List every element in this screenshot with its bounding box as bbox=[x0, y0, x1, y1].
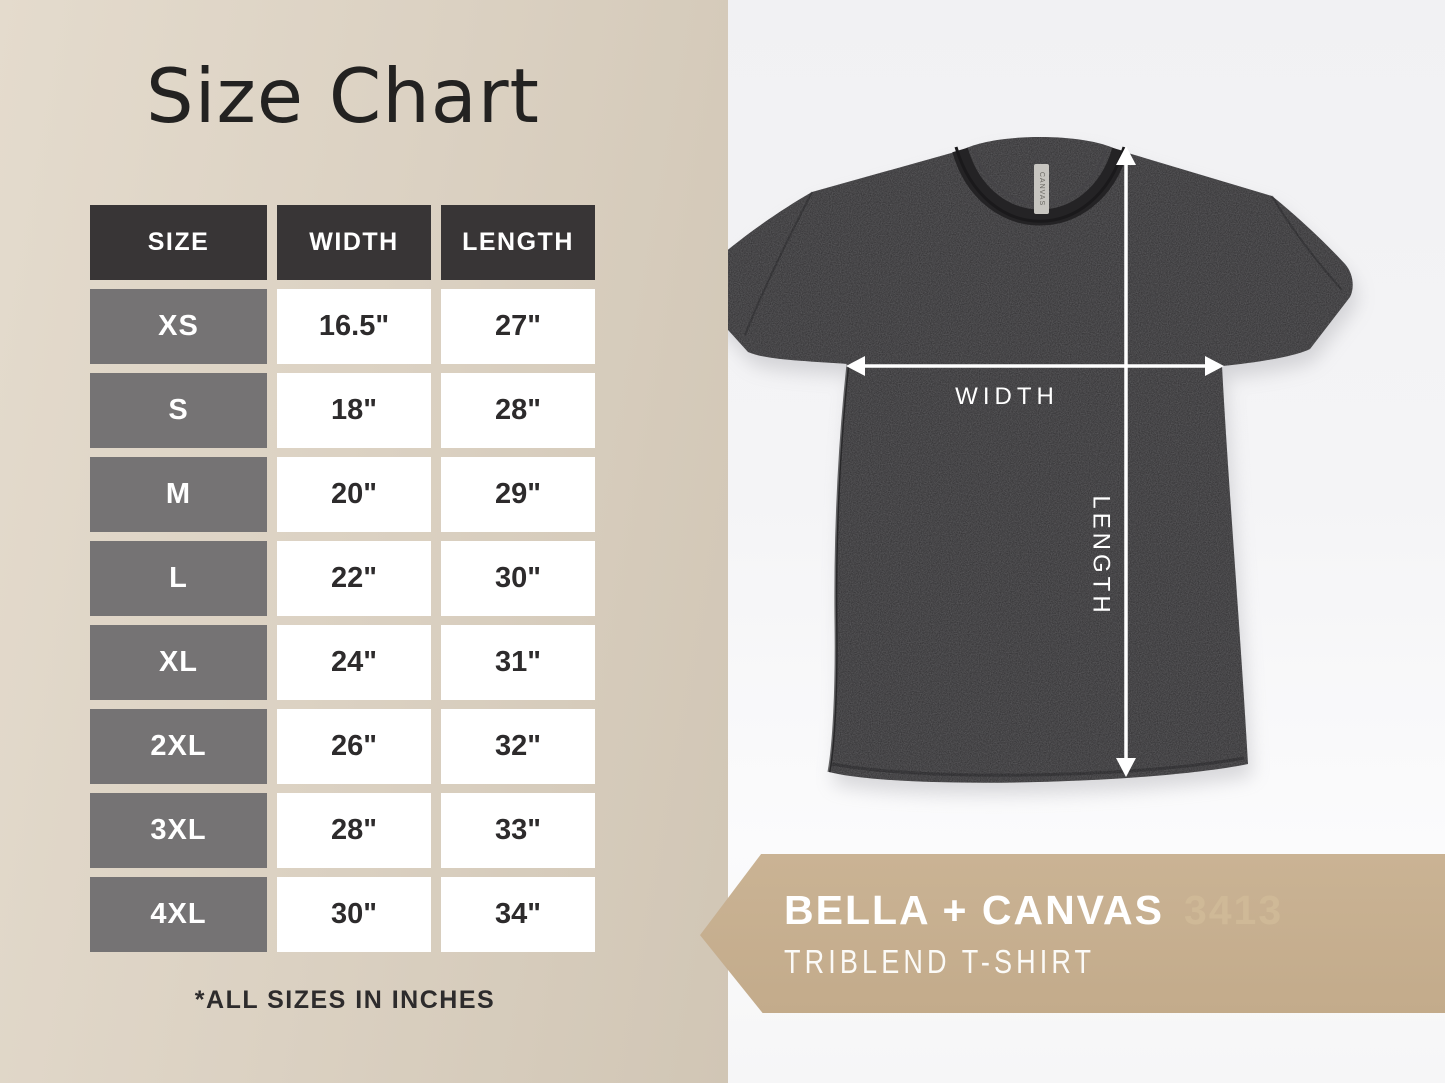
length-value-l: 30" bbox=[441, 541, 595, 616]
brand-banner: BELLA + CANVAS 3413 TRIBLEND T-SHIRT bbox=[700, 854, 1445, 1013]
page-title: Size Chart bbox=[146, 52, 540, 140]
width-value-s: 18" bbox=[277, 373, 431, 448]
size-label-m: M bbox=[90, 457, 267, 532]
length-value-m: 29" bbox=[441, 457, 595, 532]
size-label-xs: XS bbox=[90, 289, 267, 364]
length-value-s: 28" bbox=[441, 373, 595, 448]
brand-name: BELLA + CANVAS bbox=[784, 886, 1164, 933]
length-value-xl: 31" bbox=[441, 625, 595, 700]
column-header-length: LENGTH bbox=[441, 205, 595, 280]
size-label-s: S bbox=[90, 373, 267, 448]
width-value-3xl: 28" bbox=[277, 793, 431, 868]
width-value-4xl: 30" bbox=[277, 877, 431, 952]
width-label: WIDTH bbox=[955, 383, 1059, 410]
width-value-2xl: 26" bbox=[277, 709, 431, 784]
width-value-m: 20" bbox=[277, 457, 431, 532]
size-table: SIZE WIDTH LENGTH XS 16.5" 27" S 18" 28"… bbox=[90, 205, 595, 952]
tshirt-measurement-diagram: CANVAS WIDTH LENGTH bbox=[728, 137, 1357, 795]
width-arrow bbox=[846, 356, 1224, 376]
collar-tag-text: CANVAS bbox=[1038, 172, 1045, 206]
brand-banner-content: BELLA + CANVAS 3413 TRIBLEND T-SHIRT bbox=[784, 887, 1283, 981]
width-value-xl: 24" bbox=[277, 625, 431, 700]
size-label-4xl: 4XL bbox=[90, 877, 267, 952]
length-value-2xl: 32" bbox=[441, 709, 595, 784]
size-chart-panel: Size Chart SIZE WIDTH LENGTH XS 16.5" 27… bbox=[0, 0, 728, 1083]
length-value-3xl: 33" bbox=[441, 793, 595, 868]
tshirt-photo-panel: CANVAS WIDTH LENGTH bbox=[728, 0, 1445, 1083]
length-value-xs: 27" bbox=[441, 289, 595, 364]
width-value-xs: 16.5" bbox=[277, 289, 431, 364]
size-label-l: L bbox=[90, 541, 267, 616]
style-number-watermark: 3413 bbox=[1183, 886, 1284, 933]
size-label-2xl: 2XL bbox=[90, 709, 267, 784]
length-arrow bbox=[1116, 146, 1136, 777]
tshirt: CANVAS bbox=[728, 137, 1353, 783]
size-label-xl: XL bbox=[90, 625, 267, 700]
product-name: TRIBLEND T-SHIRT bbox=[784, 942, 1096, 980]
column-header-width: WIDTH bbox=[277, 205, 431, 280]
size-label-3xl: 3XL bbox=[90, 793, 267, 868]
length-value-4xl: 34" bbox=[441, 877, 595, 952]
column-header-size: SIZE bbox=[90, 205, 267, 280]
length-label: LENGTH bbox=[1088, 495, 1115, 616]
width-value-l: 22" bbox=[277, 541, 431, 616]
collar-tag: CANVAS bbox=[1034, 164, 1049, 214]
units-footnote: *ALL SIZES IN INCHES bbox=[194, 986, 496, 1014]
